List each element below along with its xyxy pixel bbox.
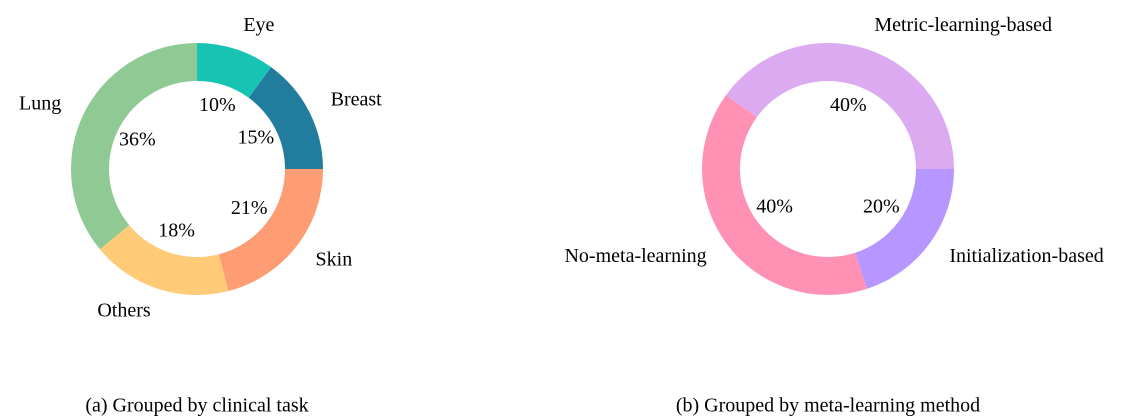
value-label: 21% — [231, 197, 268, 219]
value-label: 40% — [830, 94, 867, 116]
value-label: 10% — [199, 94, 236, 116]
value-label: 15% — [237, 127, 274, 149]
slice — [248, 67, 323, 169]
slice — [99, 225, 229, 295]
slice-label: Metric-learning-based — [874, 14, 1052, 36]
value-label: 18% — [158, 219, 195, 241]
caption: (b) Grouped by meta-learning method — [676, 395, 980, 417]
slice-label: Skin — [316, 249, 353, 271]
value-label: 36% — [119, 128, 156, 150]
slice-label: Breast — [331, 88, 383, 110]
slice-label: Initialization-based — [949, 245, 1103, 267]
slice-label: Lung — [19, 93, 61, 115]
slice — [218, 169, 323, 292]
slice — [197, 43, 272, 98]
value-label: 40% — [756, 195, 793, 217]
slice — [701, 94, 867, 296]
slice-label: Eye — [243, 14, 274, 36]
slice — [855, 169, 954, 289]
caption: (a) Grouped by clinical task — [85, 395, 308, 417]
slice — [70, 43, 197, 250]
slice — [726, 42, 955, 169]
slice-label: Others — [97, 299, 151, 321]
slice-label: No-meta-learning — [564, 245, 706, 267]
value-label: 20% — [863, 195, 900, 217]
